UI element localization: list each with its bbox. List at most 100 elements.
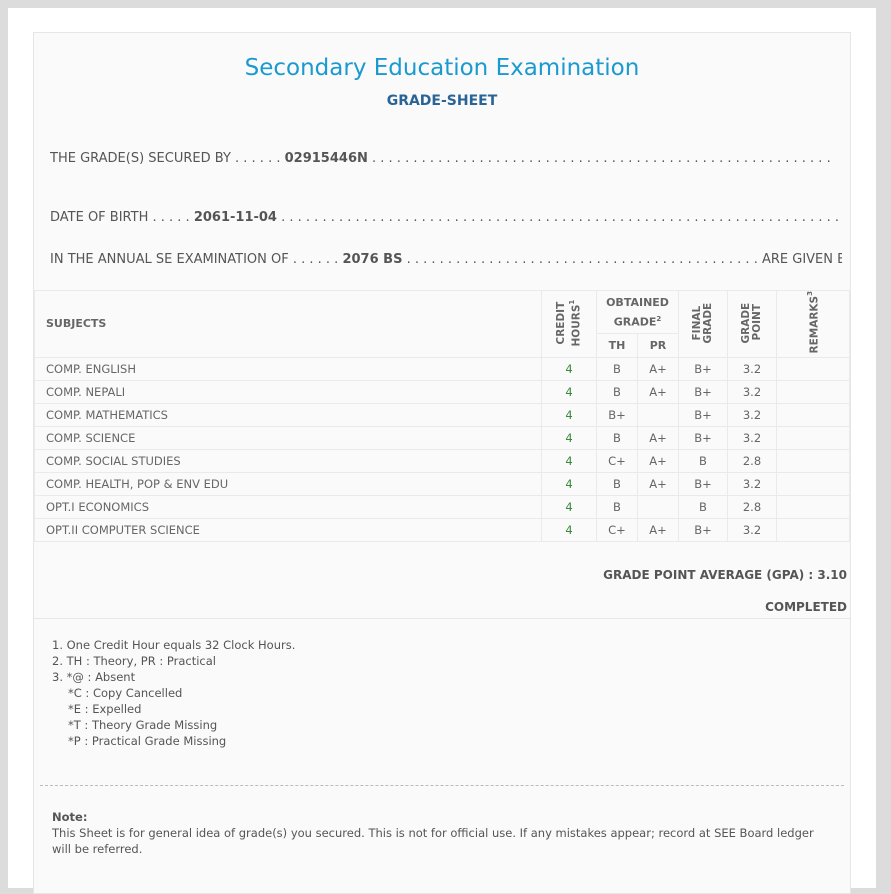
cell-subject: COMP. SCIENCE [34, 425, 542, 450]
cell-th: B [596, 379, 638, 404]
footnotes: 1. One Credit Hour equals 32 Clock Hours… [52, 637, 295, 749]
header-pr: PR [637, 332, 679, 358]
cell-gp: 3.2 [727, 379, 777, 404]
cell-remarks [776, 425, 850, 450]
note: Note: This Sheet is for general idea of g… [52, 809, 830, 857]
table-row: OPT.I ECONOMICS 4 B B 2.8 [34, 494, 850, 519]
symbol-number: 02915446N [284, 151, 368, 166]
page-subtitle: GRADE-SHEET [386, 93, 498, 109]
cell-th: C+ [596, 448, 638, 473]
header-obtained: OBTAINED GRADE2 [596, 290, 679, 334]
cell-gp: 3.2 [727, 356, 777, 381]
cell-subject: COMP. HEALTH, POP & ENV EDU [34, 471, 542, 496]
footnote: *E : Expelled [68, 702, 142, 716]
cell-final: B+ [678, 517, 728, 542]
cell-credit: 4 [541, 425, 597, 450]
table-row: OPT.II COMPUTER SCIENCE 4 C+ A+ B+ 3.2 [34, 517, 850, 542]
cell-final: B+ [678, 402, 728, 427]
table-row: COMP. MATHEMATICS 4 B+ B+ 3.2 [34, 402, 850, 427]
cell-remarks [776, 517, 850, 542]
table-row: COMP. SOCIAL STUDIES 4 C+ A+ B 2.8 [34, 448, 850, 473]
cell-subject: COMP. ENGLISH [34, 356, 542, 381]
cell-pr: A+ [637, 517, 679, 542]
cell-remarks [776, 402, 850, 427]
cell-pr: A+ [637, 356, 679, 381]
cell-final: B+ [678, 379, 728, 404]
cell-gp: 3.2 [727, 402, 777, 427]
cell-remarks [776, 356, 850, 381]
cell-th: C+ [596, 517, 638, 542]
cell-final: B [678, 494, 728, 519]
header-gp: GRADE POINT [727, 290, 777, 358]
table-row: COMP. SCIENCE 4 B A+ B+ 3.2 [34, 425, 850, 450]
dots: . . . . . . . . . . . . . . . . . . . . … [372, 151, 831, 166]
exam-label: IN THE ANNUAL SE EXAMINATION OF . . . . … [50, 252, 339, 267]
exam-suffix: ARE GIVEN BELOW [761, 252, 842, 267]
footnote: 2. TH : Theory, PR : Practical [52, 654, 216, 668]
dob-line: DATE OF BIRTH . . . . . 2061-11-04 . . .… [50, 210, 842, 225]
divider [34, 618, 850, 619]
cell-credit: 4 [541, 517, 597, 542]
dob-value: 2061-11-04 [193, 210, 277, 225]
cell-remarks [776, 471, 850, 496]
cell-final: B+ [678, 471, 728, 496]
cell-final: B+ [678, 425, 728, 450]
secured-by-label: THE GRADE(S) SECURED BY . . . . . . [50, 151, 281, 166]
cell-pr [637, 494, 679, 519]
cell-credit: 4 [541, 494, 597, 519]
secured-by-line: THE GRADE(S) SECURED BY . . . . . . 0291… [50, 148, 842, 190]
cell-th: B [596, 494, 638, 519]
status: COMPLETED [765, 600, 847, 614]
cell-pr: A+ [637, 471, 679, 496]
exam-line: IN THE ANNUAL SE EXAMINATION OF . . . . … [50, 252, 842, 267]
header-subjects: SUBJECTS [34, 290, 542, 358]
header-th: TH [596, 332, 638, 358]
table-row: COMP. ENGLISH 4 B A+ B+ 3.2 [34, 356, 850, 381]
cell-th: B+ [596, 402, 638, 427]
footnote: *C : Copy Cancelled [68, 686, 183, 700]
cell-remarks [776, 379, 850, 404]
gpa: GRADE POINT AVERAGE (GPA) : 3.10 [603, 568, 847, 582]
cell-credit: 4 [541, 402, 597, 427]
dashed-divider [40, 785, 844, 786]
cell-final: B [678, 448, 728, 473]
footnote: *T : Theory Grade Missing [68, 718, 218, 732]
table-row: COMP. HEALTH, POP & ENV EDU 4 B A+ B+ 3.2 [34, 471, 850, 496]
cell-final: B+ [678, 356, 728, 381]
cell-credit: 4 [541, 471, 597, 496]
cell-gp: 2.8 [727, 448, 777, 473]
grades-table: SUBJECTS CREDIT HOURS1 OBTAINED GRADE2 F… [34, 290, 850, 542]
exam-year: 2076 BS [342, 252, 403, 267]
cell-subject: COMP. MATHEMATICS [34, 402, 542, 427]
cell-gp: 3.2 [727, 517, 777, 542]
note-text: This Sheet is for general idea of grade(… [52, 826, 814, 856]
header-final: FINAL GRADE [678, 290, 728, 358]
cell-subject: OPT.I ECONOMICS [34, 494, 542, 519]
cell-credit: 4 [541, 379, 597, 404]
cell-subject: COMP. NEPALI [34, 379, 542, 404]
footnote: 1. One Credit Hour equals 32 Clock Hours… [52, 638, 296, 652]
note-label: Note: [52, 810, 88, 824]
footnote: 3. *@ : Absent [52, 670, 136, 684]
cell-credit: 4 [541, 356, 597, 381]
cell-subject: COMP. SOCIAL STUDIES [34, 448, 542, 473]
cell-remarks [776, 494, 850, 519]
table-row: COMP. NEPALI 4 B A+ B+ 3.2 [34, 379, 850, 404]
footnote: *P : Practical Grade Missing [68, 734, 227, 748]
cell-subject: OPT.II COMPUTER SCIENCE [34, 517, 542, 542]
cell-th: B [596, 471, 638, 496]
cell-credit: 4 [541, 448, 597, 473]
header-remarks: REMARKS3 [776, 290, 850, 358]
header-credit: CREDIT HOURS1 [541, 290, 597, 358]
cell-th: B [596, 425, 638, 450]
cell-pr: A+ [637, 379, 679, 404]
cell-remarks [776, 448, 850, 473]
page: Secondary Education Examination GRADE-SH… [8, 8, 876, 894]
dob-label: DATE OF BIRTH . . . . . [50, 210, 190, 225]
grade-sheet: Secondary Education Examination GRADE-SH… [33, 32, 851, 894]
cell-gp: 3.2 [727, 425, 777, 450]
page-title: Secondary Education Examination [244, 55, 640, 81]
cell-pr: A+ [637, 425, 679, 450]
cell-pr: A+ [637, 448, 679, 473]
cell-pr [637, 402, 679, 427]
